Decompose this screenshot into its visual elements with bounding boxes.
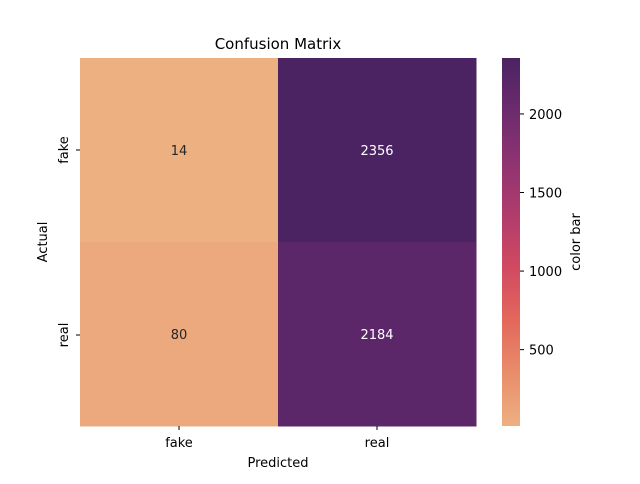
heatmap-cell [278, 58, 477, 243]
x-tick-label-real: real [365, 436, 390, 451]
heatmap-cell [278, 242, 477, 427]
colorbar-gradient [502, 58, 520, 426]
heatmap-cells [80, 58, 477, 427]
y-tick-label-real: real [57, 323, 72, 348]
x-axis-label: Predicted [247, 456, 308, 471]
y-axis-label: Actual [36, 222, 51, 263]
heatmap-cell [80, 58, 279, 243]
heatmap-cell [80, 242, 279, 427]
colorbar: 500 1000 1500 2000 color bar [502, 58, 584, 426]
colorbar-label: color bar [569, 212, 584, 270]
cell-value-label: 14 [171, 144, 188, 159]
colorbar-tick-label: 1000 [529, 265, 562, 280]
cell-annotations: 14 2356 80 2184 [171, 144, 394, 343]
chart-title: Confusion Matrix [215, 35, 342, 53]
x-axis: fake real Predicted [165, 426, 389, 471]
cell-value-label: 80 [171, 328, 188, 343]
y-axis: fake real Actual [36, 136, 80, 347]
cell-value-label: 2184 [360, 328, 393, 343]
x-tick-label-fake: fake [165, 436, 193, 451]
colorbar-tick-label: 1500 [529, 187, 562, 202]
colorbar-tick-label: 2000 [529, 108, 562, 123]
cell-value-label: 2356 [360, 144, 393, 159]
colorbar-ticks: 500 1000 1500 2000 [520, 108, 562, 359]
y-tick-label-fake: fake [57, 136, 72, 164]
colorbar-tick-label: 500 [529, 344, 554, 359]
